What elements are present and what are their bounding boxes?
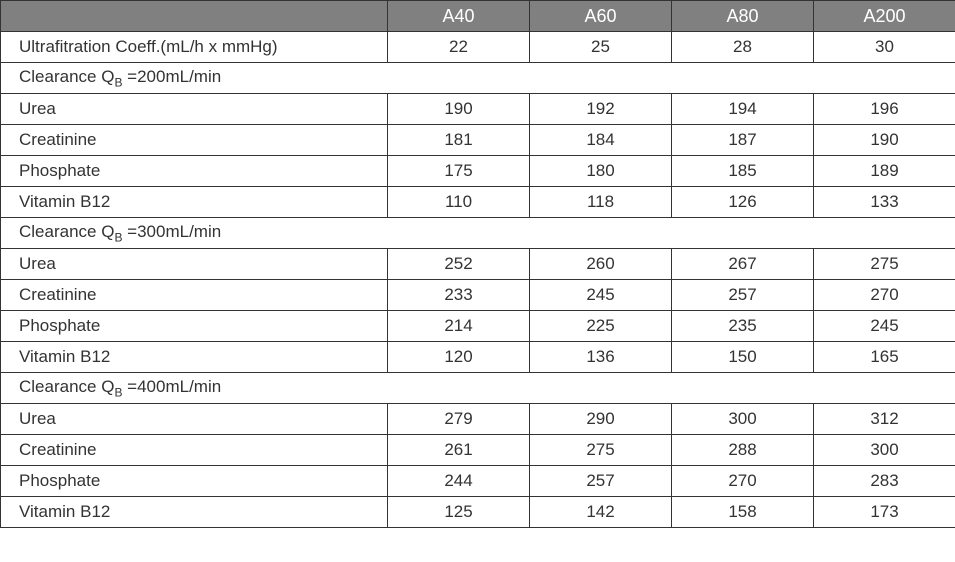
cell-value: 189 [814, 156, 955, 187]
col-header: A60 [530, 1, 672, 32]
cell-value: 312 [814, 404, 955, 435]
cell-value: 28 [672, 32, 814, 63]
table-row: Clearance QB =300mL/min [1, 218, 955, 249]
cell-value: 30 [814, 32, 955, 63]
section-label: Clearance QB =300mL/min [1, 218, 955, 249]
section-label: Clearance QB =200mL/min [1, 63, 955, 94]
cell-value: 245 [814, 311, 955, 342]
cell-value: 190 [388, 94, 530, 125]
cell-value: 192 [530, 94, 672, 125]
table-row: Vitamin B12125142158173 [1, 497, 955, 528]
cell-value: 165 [814, 342, 955, 373]
cell-value: 136 [530, 342, 672, 373]
cell-value: 22 [388, 32, 530, 63]
row-label: Vitamin B12 [1, 497, 388, 528]
cell-value: 214 [388, 311, 530, 342]
table-header-row: A40 A60 A80 A200 [1, 1, 955, 32]
cell-value: 261 [388, 435, 530, 466]
cell-value: 252 [388, 249, 530, 280]
row-label: Urea [1, 404, 388, 435]
table-row: Urea279290300312 [1, 404, 955, 435]
table-row: Vitamin B12110118126133 [1, 187, 955, 218]
cell-value: 184 [530, 125, 672, 156]
cell-value: 120 [388, 342, 530, 373]
cell-value: 300 [814, 435, 955, 466]
col-header: A200 [814, 1, 955, 32]
cell-value: 270 [672, 466, 814, 497]
cell-value: 257 [530, 466, 672, 497]
row-label: Phosphate [1, 311, 388, 342]
table-row: Urea252260267275 [1, 249, 955, 280]
header-blank [1, 1, 388, 32]
cell-value: 300 [672, 404, 814, 435]
row-label: Urea [1, 94, 388, 125]
cell-value: 283 [814, 466, 955, 497]
cell-value: 260 [530, 249, 672, 280]
row-label: Urea [1, 249, 388, 280]
row-label: Vitamin B12 [1, 187, 388, 218]
cell-value: 110 [388, 187, 530, 218]
cell-value: 187 [672, 125, 814, 156]
cell-value: 245 [530, 280, 672, 311]
cell-value: 257 [672, 280, 814, 311]
table-row: Clearance QB =200mL/min [1, 63, 955, 94]
cell-value: 118 [530, 187, 672, 218]
cell-value: 288 [672, 435, 814, 466]
cell-value: 270 [814, 280, 955, 311]
cell-value: 275 [814, 249, 955, 280]
cell-value: 233 [388, 280, 530, 311]
cell-value: 25 [530, 32, 672, 63]
cell-value: 126 [672, 187, 814, 218]
cell-value: 290 [530, 404, 672, 435]
cell-value: 150 [672, 342, 814, 373]
table-row: Creatinine261275288300 [1, 435, 955, 466]
cell-value: 196 [814, 94, 955, 125]
cell-value: 173 [814, 497, 955, 528]
cell-value: 142 [530, 497, 672, 528]
col-header: A40 [388, 1, 530, 32]
row-label: Ultrafitration Coeff.(mL/h x mmHg) [1, 32, 388, 63]
cell-value: 185 [672, 156, 814, 187]
cell-value: 180 [530, 156, 672, 187]
cell-value: 190 [814, 125, 955, 156]
cell-value: 279 [388, 404, 530, 435]
cell-value: 158 [672, 497, 814, 528]
cell-value: 181 [388, 125, 530, 156]
col-header: A80 [672, 1, 814, 32]
cell-value: 175 [388, 156, 530, 187]
table-row: Creatinine181184187190 [1, 125, 955, 156]
cell-value: 194 [672, 94, 814, 125]
cell-value: 275 [530, 435, 672, 466]
cell-value: 133 [814, 187, 955, 218]
cell-value: 244 [388, 466, 530, 497]
row-label: Vitamin B12 [1, 342, 388, 373]
row-label: Phosphate [1, 466, 388, 497]
cell-value: 235 [672, 311, 814, 342]
row-label: Creatinine [1, 125, 388, 156]
table-row: Vitamin B12120136150165 [1, 342, 955, 373]
cell-value: 125 [388, 497, 530, 528]
spec-table: A40 A60 A80 A200 Ultrafitration Coeff.(m… [0, 0, 955, 528]
cell-value: 225 [530, 311, 672, 342]
table-row: Phosphate214225235245 [1, 311, 955, 342]
row-label: Creatinine [1, 435, 388, 466]
row-label: Creatinine [1, 280, 388, 311]
row-label: Phosphate [1, 156, 388, 187]
table-row: Phosphate175180185189 [1, 156, 955, 187]
table-row: Ultrafitration Coeff.(mL/h x mmHg)222528… [1, 32, 955, 63]
section-label: Clearance QB =400mL/min [1, 373, 955, 404]
table-row: Phosphate244257270283 [1, 466, 955, 497]
table-row: Creatinine233245257270 [1, 280, 955, 311]
table-row: Clearance QB =400mL/min [1, 373, 955, 404]
cell-value: 267 [672, 249, 814, 280]
table-row: Urea190192194196 [1, 94, 955, 125]
